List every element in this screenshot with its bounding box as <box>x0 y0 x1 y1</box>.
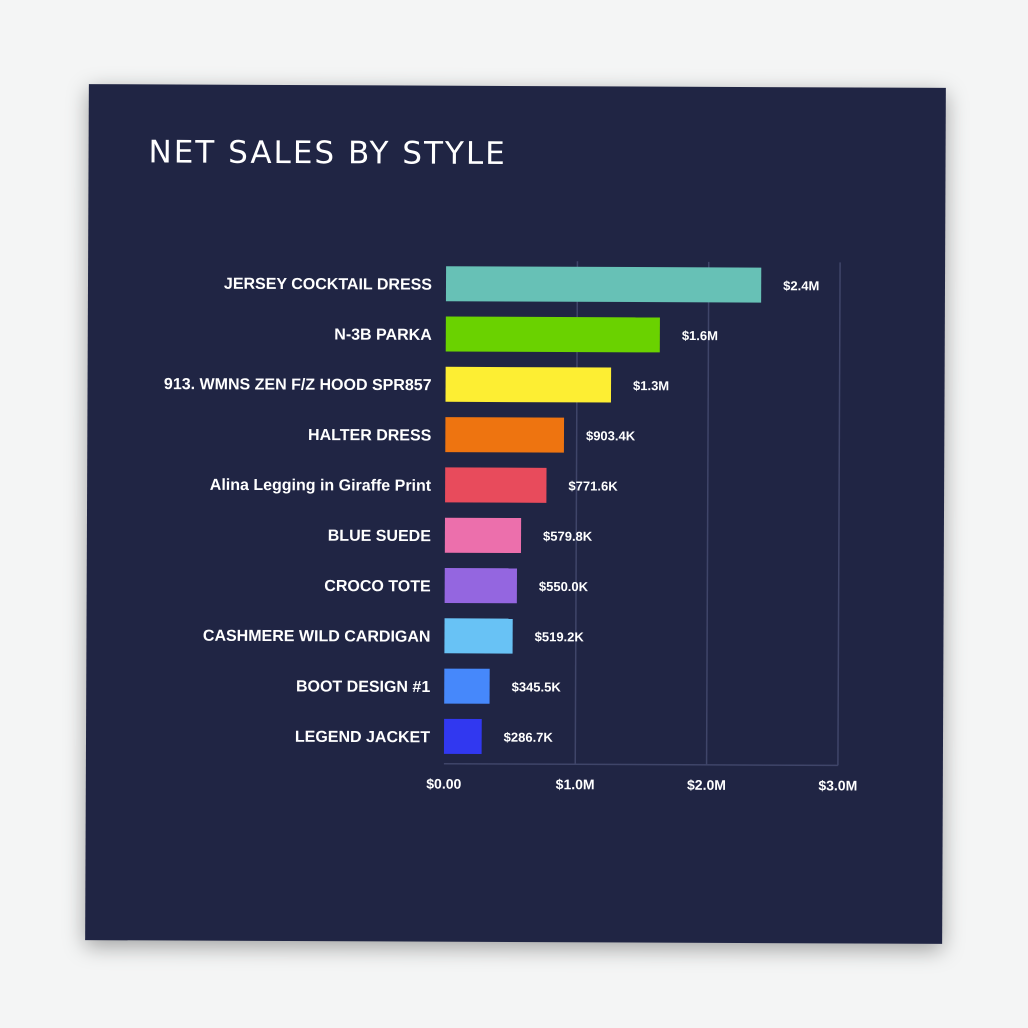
gridline <box>837 262 841 766</box>
bar[interactable] <box>445 366 612 403</box>
bar[interactable] <box>445 467 547 503</box>
gridline <box>705 261 710 765</box>
x-axis-ticks: $0.00 $1.0M $2.0M $3.0M <box>426 776 857 794</box>
x-axis-line <box>443 762 838 767</box>
value-label: $903.4K <box>586 428 636 443</box>
category-label: HALTER DRESS <box>308 427 432 445</box>
value-label: $2.4M <box>783 278 819 293</box>
bars <box>443 266 762 755</box>
bar[interactable] <box>445 266 762 303</box>
bar[interactable] <box>443 718 482 755</box>
category-labels: JERSEY COCKTAIL DRESS N-3B PARKA 913. WMNS… <box>164 276 432 747</box>
value-label: $1.6M <box>682 328 718 343</box>
bar-chart: JERSEY COCKTAIL DRESS N-3B PARKA 913. WMNS… <box>164 261 857 794</box>
x-tick-label: $2.0M <box>687 777 726 793</box>
value-label: $771.6K <box>568 478 618 493</box>
bar[interactable] <box>445 417 565 453</box>
bar[interactable] <box>444 517 522 554</box>
category-label: 913. WMNS ZEN F/Z HOOD SPR857 <box>164 376 432 394</box>
category-label: CASHMERE WILD CARDIGAN <box>203 628 431 646</box>
chart-card: NET SALES BY STYLE JERSEY COCKTAIL DRESS… <box>85 84 946 944</box>
value-label: $345.5K <box>512 679 562 694</box>
value-label: $519.2K <box>535 629 585 644</box>
value-label: $550.0K <box>539 579 589 594</box>
bar[interactable] <box>444 567 517 604</box>
value-labels: $2.4M $1.6M $1.3M $903.4K $771.6K $579.8K $550… <box>504 278 820 745</box>
bar[interactable] <box>444 668 490 704</box>
x-tick-label: $3.0M <box>818 777 857 793</box>
category-label: JERSEY COCKTAIL DRESS <box>224 276 432 294</box>
bar[interactable] <box>444 618 513 654</box>
category-label: Alina Legging in Giraffe Print <box>210 477 432 495</box>
x-tick-label: $0.00 <box>426 776 461 792</box>
category-label: BOOT DESIGN #1 <box>296 678 430 696</box>
category-label: CROCO TOTE <box>324 578 431 595</box>
bar[interactable] <box>445 316 660 353</box>
category-label: LEGEND JACKET <box>295 729 430 747</box>
value-label: $286.7K <box>504 730 554 745</box>
value-label: $1.3M <box>633 378 669 393</box>
category-label: N-3B PARKA <box>334 327 432 344</box>
x-tick-label: $1.0M <box>556 776 595 792</box>
category-label: BLUE SUEDE <box>328 528 432 545</box>
value-label: $579.8K <box>543 529 593 544</box>
